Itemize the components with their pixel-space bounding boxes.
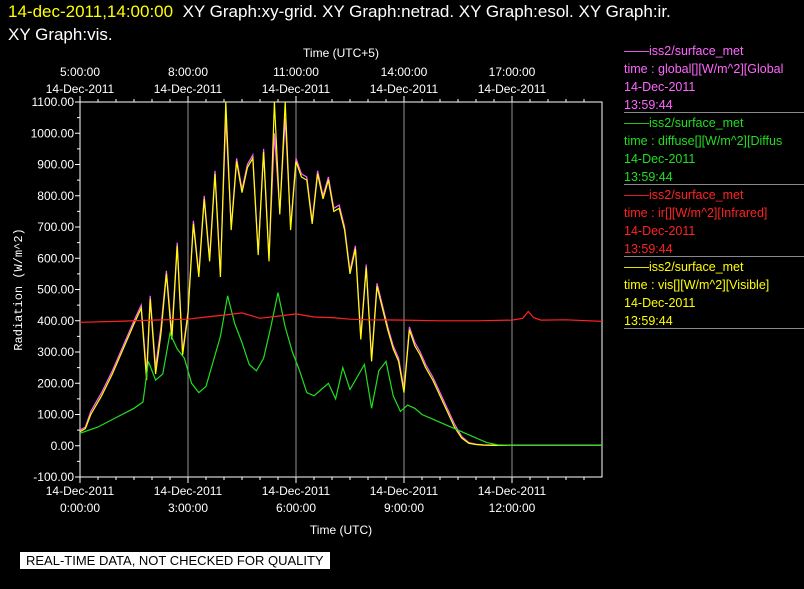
x-tick-label-date: 14-Dec-2011 <box>154 484 223 498</box>
y-tick-label: 200.00 <box>37 376 74 390</box>
x-tick-label-date: 14-Dec-2011 <box>370 484 439 498</box>
header-line-2: XY Graph:vis. <box>8 25 113 44</box>
plot-frame <box>79 101 603 478</box>
y-tick-label: 100.00 <box>37 408 74 422</box>
header-graph-list: XY Graph:xy-grid. XY Graph:netrad. XY Gr… <box>182 2 671 21</box>
legend-line: 14-Dec-2011 <box>624 224 696 238</box>
y-tick-label: 300.00 <box>37 345 74 359</box>
legend-line: 14-Dec-2011 <box>624 80 696 94</box>
x-tick-label-date: 14-Dec-2011 <box>478 484 547 498</box>
legend-line: time : diffuse[][W/m^2][Diffus <box>624 134 783 148</box>
x-tick-label-time: 3:00:00 <box>168 501 208 515</box>
legend-line: 14-Dec-2011 <box>624 152 696 166</box>
x2-tick-label-time: 5:00:00 <box>60 65 100 79</box>
y-tick-label: 400.00 <box>37 314 74 328</box>
y-tick-label: 0.00 <box>51 439 75 453</box>
x2-tick-label-time: 11:00:00 <box>273 65 319 79</box>
x-axis-label: Time (UTC) <box>310 523 372 537</box>
series-line-global <box>80 117 602 446</box>
x-tick-label-date: 14-Dec-2011 <box>46 484 115 498</box>
legend-separator <box>624 184 804 185</box>
legend-separator <box>624 112 804 113</box>
y-tick-label: 500.00 <box>37 283 74 297</box>
series-line-visible <box>80 102 602 446</box>
x-tick-label-time: 6:00:00 <box>276 501 316 515</box>
x2-tick-label-date: 14-Dec-2011 <box>46 82 115 96</box>
x2-tick-label-date: 14-Dec-2011 <box>154 82 223 96</box>
x-tick-label-date: 14-Dec-2011 <box>262 484 331 498</box>
legend-line: 13:59:44 <box>624 170 673 184</box>
legend-line: ——iss2/surface_met <box>624 44 744 58</box>
legend-line: 13:59:44 <box>624 98 673 112</box>
x2-tick-label-time: 14:00:00 <box>381 65 428 79</box>
series-line-diffuse <box>80 292 602 446</box>
x-tick-label-time: 12:00:00 <box>489 501 536 515</box>
y-tick-label: 700.00 <box>37 220 74 234</box>
legend-line: ——iss2/surface_met <box>624 260 744 274</box>
x2-axis-label: Time (UTC+5) <box>303 46 379 60</box>
legend-line: 14-Dec-2011 <box>624 296 696 310</box>
y-tick-label: 800.00 <box>37 189 74 203</box>
x2-tick-label-time: 17:00:00 <box>489 65 536 79</box>
header-line-1: 14-dec-2011,14:00:00 XY Graph:xy-grid. X… <box>8 2 671 22</box>
legend-line: ——iss2/surface_met <box>624 188 744 202</box>
legend-line: time : ir[][W/m^2][Infrared] <box>624 206 768 220</box>
y-tick-label: 1100.00 <box>32 95 75 109</box>
y-axis-label: Radiation (W/m^2) <box>12 228 26 350</box>
x2-tick-label-date: 14-Dec-2011 <box>370 82 439 96</box>
y-tick-label: 900.00 <box>37 158 74 172</box>
y-tick-label: -100.00 <box>33 470 74 484</box>
y-tick-label: 1000.00 <box>31 126 75 140</box>
x-tick-label-time: 0:00:00 <box>60 501 100 515</box>
x-tick-label-time: 9:00:00 <box>384 501 424 515</box>
x2-tick-label-time: 8:00:00 <box>168 65 208 79</box>
x2-tick-label-date: 14-Dec-2011 <box>262 82 331 96</box>
legend-line: time : vis[][W/m^2][Visible] <box>624 278 770 292</box>
legend-separator <box>624 256 804 257</box>
series-line-infrared <box>80 310 602 323</box>
legend-line: 13:59:44 <box>624 242 673 256</box>
header-time: 14-dec-2011,14:00:00 <box>8 2 174 21</box>
y-tick-label: 600.00 <box>37 251 74 265</box>
legend-line: ——iss2/surface_met <box>624 116 744 130</box>
legend-line: time : global[][W/m^2][Global <box>624 62 784 76</box>
legend-separator <box>624 328 804 329</box>
quality-disclaimer: REAL-TIME DATA, NOT CHECKED FOR QUALITY <box>20 552 330 569</box>
legend-line: 13:59:44 <box>624 314 673 328</box>
x2-tick-label-date: 14-Dec-2011 <box>478 82 547 96</box>
